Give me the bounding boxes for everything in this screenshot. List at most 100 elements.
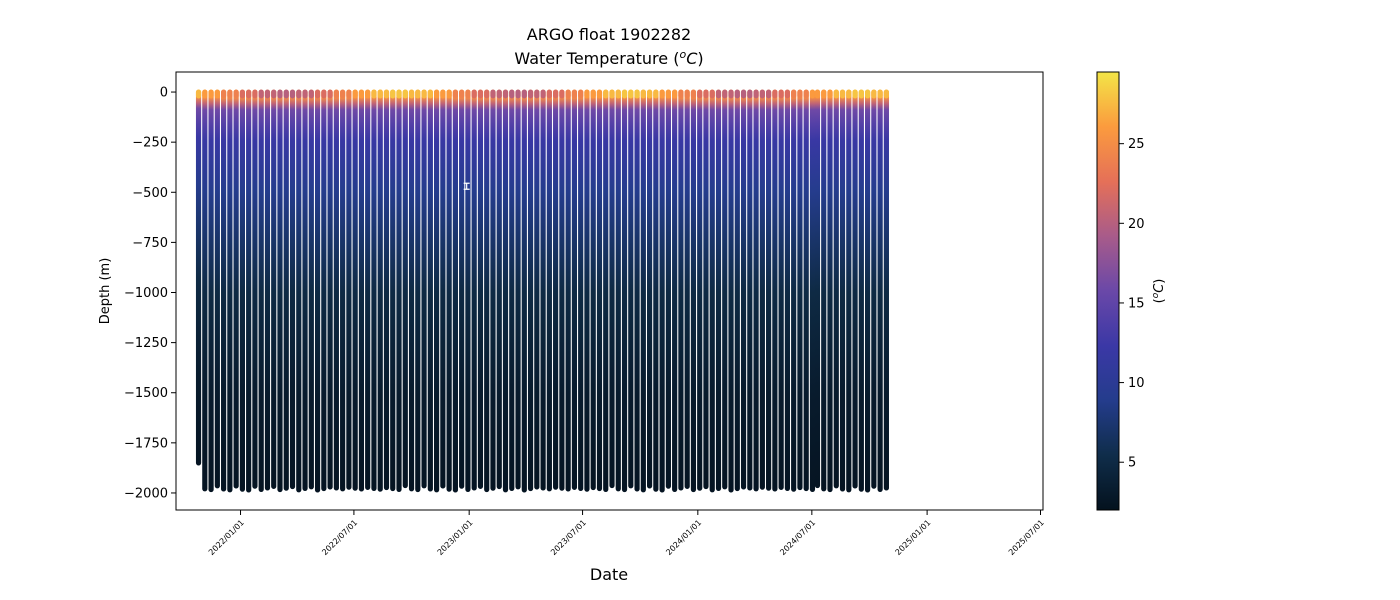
profile-bar (827, 89, 833, 493)
profile-surface (452, 89, 458, 99)
x-tick-label: 2025/01/01 (894, 518, 933, 557)
profile-15 (289, 89, 296, 490)
profile-46 (484, 89, 490, 493)
profile-bar (646, 89, 653, 489)
profile-bar (502, 89, 509, 493)
y-tick-label: −1250 (124, 336, 168, 351)
profile-surface (703, 89, 709, 99)
profile-bar (791, 89, 797, 492)
profile-bar (390, 89, 396, 492)
profile-bar (653, 89, 659, 492)
profile-bar (346, 89, 352, 490)
colorbar-frame (1096, 71, 1120, 511)
profile-surface (814, 89, 821, 99)
profile-surface (427, 89, 433, 99)
profile-83 (715, 89, 722, 491)
profile-surface (852, 89, 858, 99)
profile-bar (672, 89, 678, 492)
profile-surface (864, 89, 871, 99)
profile-bar (352, 89, 358, 491)
profile-surface (515, 89, 521, 99)
y-tick-label: 0 (160, 86, 168, 101)
profile-surface (258, 89, 264, 99)
profile-bar (678, 89, 684, 491)
profile-bar (484, 89, 490, 493)
profiles-layer (195, 89, 889, 493)
profile-surface (390, 89, 396, 99)
profile-20 (321, 89, 327, 492)
profile-surface (415, 89, 421, 99)
profile-surface (333, 89, 339, 99)
profile-90 (759, 89, 765, 490)
profile-surface (496, 89, 502, 99)
profile-bar (803, 89, 809, 492)
profile-2 (208, 89, 214, 493)
profile-24 (346, 89, 352, 490)
profile-38 (434, 89, 440, 493)
profile-surface (421, 89, 427, 99)
profile-surface (283, 89, 289, 99)
colorbar-tick-label: 20 (1128, 217, 1145, 232)
x-tick-label: 2024/01/01 (664, 518, 703, 557)
profile-surface (289, 89, 296, 99)
profile-0 (195, 89, 202, 466)
profile-surface (402, 89, 408, 99)
y-tick-label: −1000 (124, 286, 168, 301)
profile-bar (308, 89, 314, 490)
profile-bar (578, 89, 584, 491)
profile-bar (521, 89, 527, 493)
profile-55 (540, 89, 546, 491)
profile-41 (452, 89, 458, 493)
profile-bar (540, 89, 546, 491)
profile-12 (271, 89, 277, 489)
chart-subtitle: Water Temperature (oC) (514, 48, 703, 68)
profile-surface (377, 89, 383, 99)
profile-bar (440, 89, 446, 489)
profile-surface (308, 89, 314, 99)
colorbar-tick-label: 25 (1128, 137, 1145, 152)
profile-surface (540, 89, 546, 99)
profile-surface (609, 89, 615, 99)
profile-bar (358, 89, 365, 492)
profile-bar (465, 89, 471, 492)
profile-surface (446, 89, 452, 99)
profile-surface (321, 89, 327, 99)
profile-bar (396, 89, 402, 492)
profile-bar (208, 89, 214, 493)
profile-surface (877, 89, 883, 99)
colorbar-label: (oC) (1151, 279, 1167, 304)
profile-28 (371, 89, 377, 491)
profile-bar (621, 89, 628, 493)
profile-surface (590, 89, 596, 99)
profile-bar (546, 89, 552, 492)
profile-bar (596, 89, 603, 492)
profile-bar (740, 89, 747, 490)
profile-bar (833, 89, 839, 489)
profile-bar (490, 89, 496, 491)
profile-surface (502, 89, 509, 99)
profile-bar (239, 89, 246, 492)
profile-surface (697, 89, 703, 99)
profile-67 (615, 89, 621, 492)
profile-bar (864, 89, 871, 493)
profile-108 (871, 89, 877, 489)
profile-bar (883, 89, 889, 491)
profile-surface (871, 89, 877, 99)
profile-103 (839, 89, 846, 492)
profile-bar (214, 89, 220, 489)
profile-bar (871, 89, 877, 489)
profile-101 (827, 89, 833, 493)
profile-bar (565, 89, 571, 492)
profile-bar (553, 89, 559, 490)
profile-106 (858, 89, 864, 492)
profile-surface (615, 89, 621, 99)
profile-bar (515, 89, 521, 490)
profile-surface (221, 89, 227, 99)
profile-107 (864, 89, 871, 493)
profile-bar (690, 89, 697, 493)
profile-bar (402, 89, 408, 489)
profile-84 (722, 89, 728, 490)
profile-42 (459, 89, 465, 489)
profile-21 (327, 89, 333, 490)
profile-surface (195, 89, 202, 99)
